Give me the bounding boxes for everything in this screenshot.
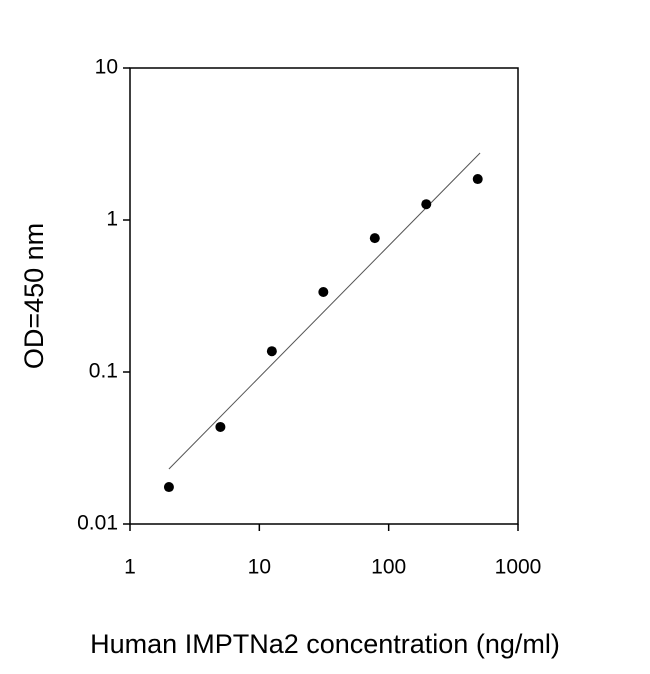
data-point (472, 174, 483, 185)
x-tick-label: 1 (124, 556, 136, 579)
fit-line (168, 152, 481, 470)
plot-frame (129, 67, 519, 525)
x-tick-label: 1000 (495, 556, 542, 579)
x-axis-label: Human IMPTNa2 concentration (ng/ml) (90, 629, 560, 659)
y-tick-label: 1 (106, 208, 118, 231)
x-tick-label: 100 (371, 556, 406, 579)
data-point (369, 233, 380, 244)
x-tick-label: 10 (248, 556, 271, 579)
y-axis-label: OD=450 nm (19, 223, 49, 369)
data-point (266, 346, 277, 357)
y-tick-label: 10 (95, 56, 118, 79)
y-tick-label: 0.01 (77, 512, 118, 535)
data-point (215, 421, 226, 432)
data-point (318, 286, 329, 297)
y-tick-label: 0.1 (89, 360, 118, 383)
data-point (163, 482, 174, 493)
data-point (421, 199, 432, 210)
